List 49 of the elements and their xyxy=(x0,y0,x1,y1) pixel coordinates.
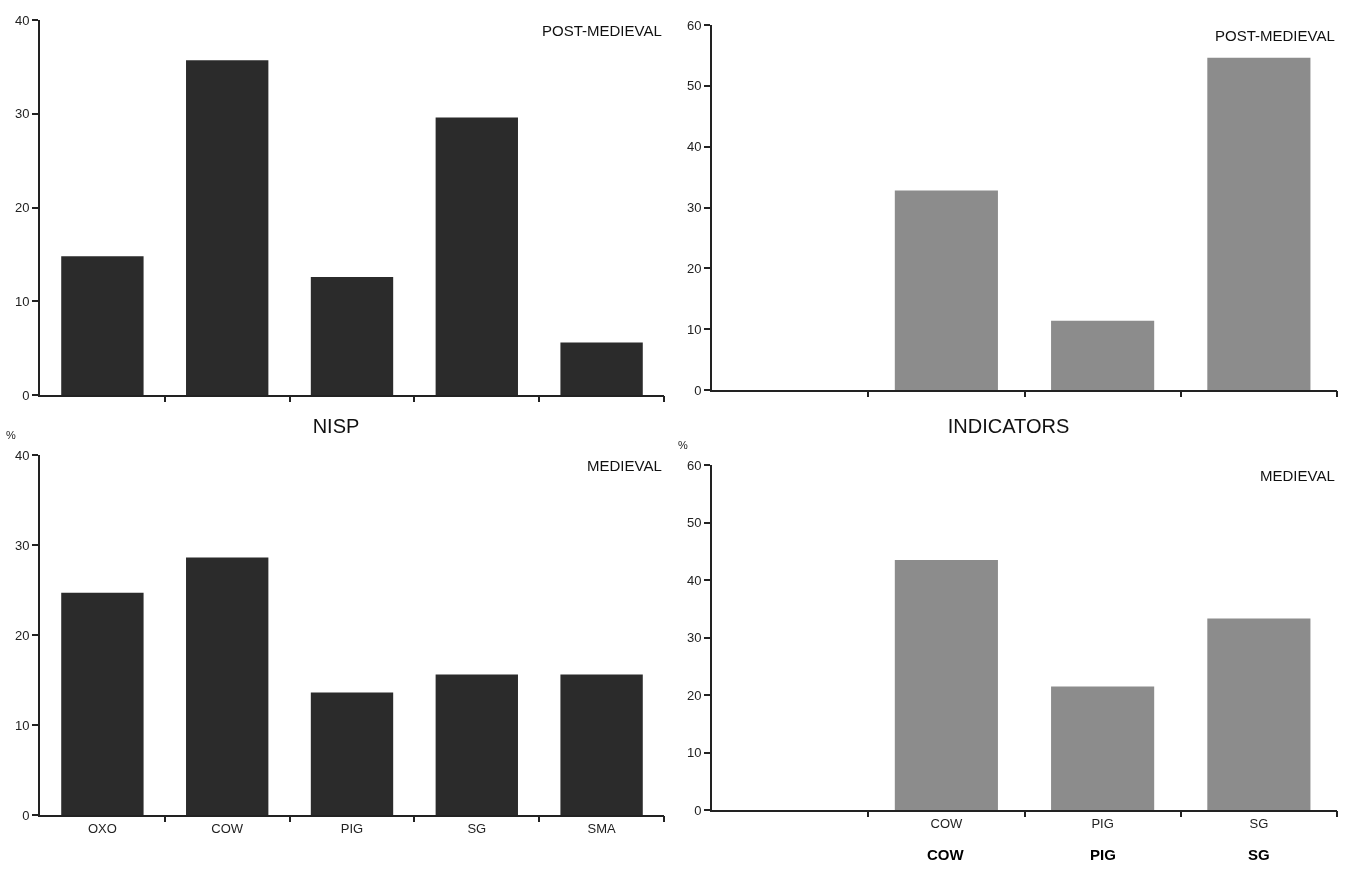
y-tick-label: 20 xyxy=(686,687,702,703)
x-tick-label: SMA xyxy=(587,820,617,836)
y-tick-label: 60 xyxy=(686,457,702,473)
y-tick-label: 40 xyxy=(686,139,702,155)
y-tick-label: 30 xyxy=(14,537,30,553)
x-tick-label: OXO xyxy=(87,820,117,836)
y-tick-label: 20 xyxy=(686,260,702,276)
text: SG xyxy=(1248,846,1270,863)
y-tick-label: 0 xyxy=(694,802,702,818)
y-tick-label: 10 xyxy=(14,717,30,733)
y-tick-label: 30 xyxy=(14,106,30,122)
bar xyxy=(1207,57,1311,390)
bar xyxy=(894,559,998,810)
bar xyxy=(1207,618,1311,810)
bar xyxy=(894,190,998,390)
y-tick-label: 0 xyxy=(22,387,30,403)
x-tick-label: SG xyxy=(467,820,487,836)
y-tick-label: 40 xyxy=(686,572,702,588)
x-tick-label: COW xyxy=(930,815,963,831)
text: PIG xyxy=(1090,846,1116,863)
annotation: POST-MEDIEVAL xyxy=(542,22,662,39)
x-tick-label: SG xyxy=(1249,815,1269,831)
y-axis-title: % xyxy=(678,439,688,451)
y-tick-label: 30 xyxy=(686,630,702,646)
y-tick-label: 30 xyxy=(686,200,702,216)
annotation: POST-MEDIEVAL xyxy=(1215,27,1335,44)
y-tick-label: 60 xyxy=(686,17,702,33)
y-tick-label: 40 xyxy=(14,12,30,28)
y-axis-title: % xyxy=(6,429,16,441)
y-tick-label: 10 xyxy=(686,745,702,761)
y-tick-label: 40 xyxy=(14,447,30,463)
x-tick-label: PIG xyxy=(1091,815,1114,831)
annotation: MEDIEVAL xyxy=(587,457,662,474)
text: COW xyxy=(927,846,965,863)
chart-title: NISP xyxy=(312,415,360,437)
x-tick-label: COW xyxy=(211,820,244,836)
chart-title: INDICATORS xyxy=(947,415,1070,437)
bar xyxy=(1051,320,1155,390)
bar xyxy=(1051,686,1155,810)
x-tick-label: PIG xyxy=(340,820,364,836)
y-tick-label: 50 xyxy=(686,78,702,94)
annotation: MEDIEVAL xyxy=(1260,467,1335,484)
y-tick-label: 0 xyxy=(694,382,702,398)
y-tick-label: 20 xyxy=(14,200,30,216)
y-tick-label: 0 xyxy=(22,807,30,823)
y-tick-label: 50 xyxy=(686,515,702,531)
y-tick-label: 20 xyxy=(14,627,30,643)
y-tick-label: 10 xyxy=(686,321,702,337)
y-tick-label: 10 xyxy=(14,293,30,309)
